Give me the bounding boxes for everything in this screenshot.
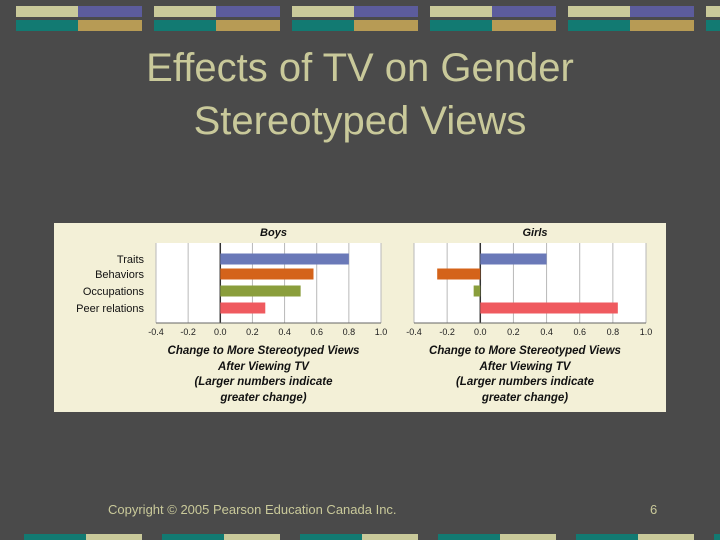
bar-peer-relations xyxy=(480,302,618,314)
band-block xyxy=(706,6,720,17)
x-tick-label: 0.8 xyxy=(343,327,356,337)
x-tick-label: 0.0 xyxy=(214,327,227,337)
x-axis-label-line: (Larger numbers indicate xyxy=(194,376,333,388)
bar-peer-relations xyxy=(220,302,266,314)
bar-traits xyxy=(220,253,349,265)
x-axis-label-line: After Viewing TV xyxy=(217,361,310,373)
band-block xyxy=(162,534,224,540)
copyright-footer: Copyright © 2005 Pearson Education Canad… xyxy=(108,502,397,517)
band-block xyxy=(292,20,354,31)
band-block xyxy=(362,534,418,540)
x-tick-label: 0.2 xyxy=(507,327,520,337)
bar-behaviors xyxy=(437,268,481,280)
category-label: Behaviors xyxy=(95,269,144,281)
band-block xyxy=(706,20,720,31)
x-tick-label: 0.6 xyxy=(310,327,323,337)
slide-title: Effects of TV on Gender Stereotyped View… xyxy=(60,42,660,148)
band-block xyxy=(714,534,720,540)
chart-boys: -0.4 -0.2 0.0 0.2 0.4 0.6 0.8 1.0 Boys Traits Beha… xyxy=(76,227,387,404)
x-tick-label: 0.6 xyxy=(573,327,586,337)
band-block xyxy=(292,6,354,17)
x-tick-label: -0.2 xyxy=(180,327,196,337)
band-block xyxy=(24,534,86,540)
band-block xyxy=(154,20,216,31)
slide-title-line-2: Stereotyped Views xyxy=(193,99,527,143)
band-block xyxy=(438,534,500,540)
slide-title-line-1: Effects of TV on Gender xyxy=(146,46,574,90)
top-decorative-band xyxy=(16,6,720,31)
band-block xyxy=(568,6,630,17)
page-number: 6 xyxy=(650,502,658,517)
band-block xyxy=(500,534,556,540)
band-block xyxy=(86,534,142,540)
x-tick-label: -0.2 xyxy=(439,327,455,337)
x-axis-label-line: Change to More Stereotyped Views xyxy=(168,345,360,357)
bar-occupations xyxy=(473,285,481,297)
x-tick-label: 0.2 xyxy=(246,327,259,337)
band-block xyxy=(354,20,418,31)
band-block xyxy=(78,6,142,17)
bottom-decorative-band xyxy=(24,534,720,540)
band-block xyxy=(216,20,280,31)
band-block xyxy=(430,20,492,31)
x-tick-label: -0.4 xyxy=(148,327,164,337)
band-block xyxy=(638,534,694,540)
band-block xyxy=(216,6,280,17)
band-block xyxy=(78,20,142,31)
band-block xyxy=(492,20,556,31)
x-tick-label: 0.0 xyxy=(474,327,487,337)
band-block xyxy=(16,20,78,31)
chart-girls: -0.4 -0.2 0.0 0.2 0.4 0.6 0.8 1.0 Girls Change to… xyxy=(406,227,652,404)
band-block xyxy=(224,534,280,540)
chart-title: Boys xyxy=(260,227,287,239)
band-block xyxy=(354,6,418,17)
chart-figure-panel: -0.4 -0.2 0.0 0.2 0.4 0.6 0.8 1.0 Boys Traits Beha… xyxy=(54,223,666,412)
band-block xyxy=(300,534,362,540)
band-block xyxy=(630,6,694,17)
bar-occupations xyxy=(220,285,301,297)
x-axis-label-line: After Viewing TV xyxy=(479,361,572,373)
x-axis-label-line: Change to More Stereotyped Views xyxy=(429,345,621,357)
x-axis-label-line: greater change) xyxy=(481,392,568,404)
x-axis-label-line: greater change) xyxy=(219,392,306,404)
category-label: Occupations xyxy=(83,286,145,298)
band-block xyxy=(430,6,492,17)
band-block xyxy=(568,20,630,31)
band-block xyxy=(576,534,638,540)
category-label: Traits xyxy=(117,254,145,266)
category-label: Peer relations xyxy=(76,303,144,315)
x-tick-label: 0.4 xyxy=(540,327,553,337)
x-tick-label: 0.8 xyxy=(607,327,620,337)
x-tick-label: -0.4 xyxy=(406,327,422,337)
x-tick-label: 1.0 xyxy=(375,327,388,337)
charts-svg: -0.4 -0.2 0.0 0.2 0.4 0.6 0.8 1.0 Boys Traits Beha… xyxy=(76,227,652,404)
bar-behaviors xyxy=(220,268,314,280)
band-block xyxy=(154,6,216,17)
band-block xyxy=(492,6,556,17)
x-tick-label: 1.0 xyxy=(640,327,653,337)
x-tick-label: 0.4 xyxy=(278,327,291,337)
band-block xyxy=(630,20,694,31)
x-axis-label-line: (Larger numbers indicate xyxy=(456,376,595,388)
band-block xyxy=(16,6,78,17)
bar-traits xyxy=(480,253,547,265)
chart-title: Girls xyxy=(522,227,547,239)
